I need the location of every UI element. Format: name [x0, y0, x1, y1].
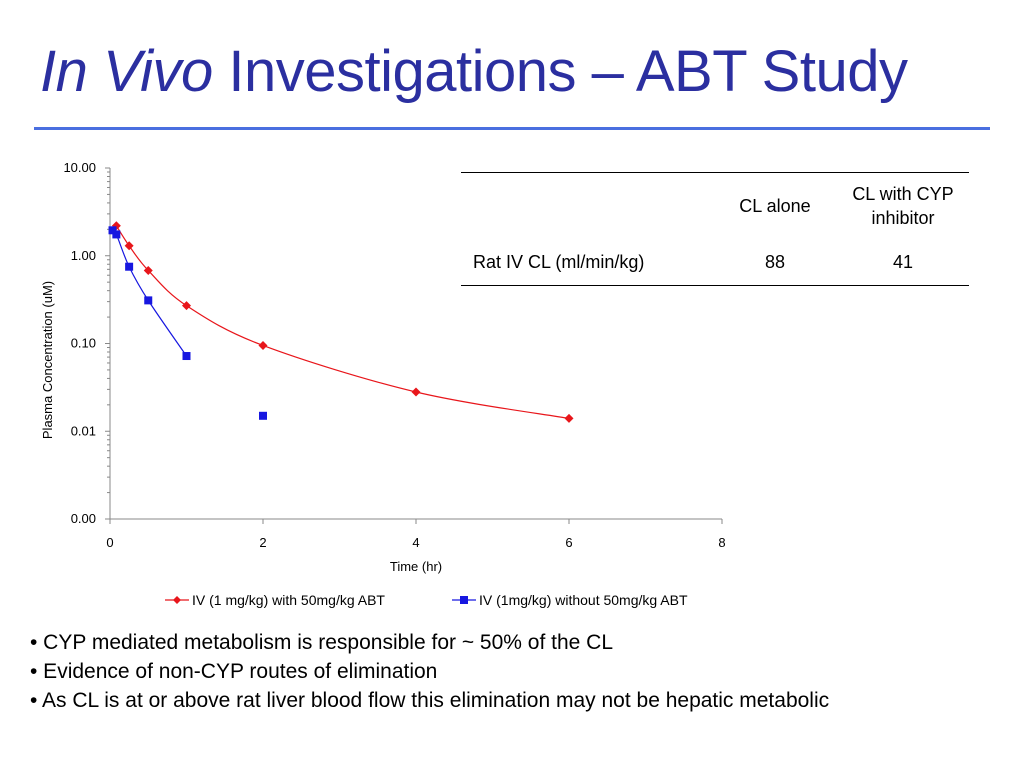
- slide-title-rest: Investigations – ABT Study: [212, 39, 908, 104]
- header-cl-alone: CL alone: [713, 172, 837, 239]
- data-point-square: [108, 226, 117, 235]
- concentration-time-chart: 0.00 0.01 0.10 1.00 10.00 0 2 4 6 8 Plasma Conce…: [40, 160, 726, 608]
- y-tick-labels: 0.00 0.01 0.10 1.00 10.00: [63, 160, 96, 526]
- data-point-diamond: [182, 301, 191, 311]
- x-tick-label: 8: [718, 535, 725, 550]
- x-tick-label: 4: [412, 535, 419, 550]
- y-axis-label: Plasma Concentration (uM): [40, 281, 55, 439]
- series-line: [112, 229, 187, 357]
- value-cl-with-cyp-inhibitor: 41: [837, 239, 969, 286]
- legend-marker-square: [460, 596, 468, 604]
- y-tick-label: 0.01: [71, 423, 96, 438]
- y-tick-label: 10.00: [63, 160, 96, 175]
- y-tick-label: 0.10: [71, 336, 96, 351]
- series-line: [115, 225, 570, 420]
- data-point-square: [144, 296, 153, 305]
- data-point-diamond: [564, 413, 574, 423]
- data-point-diamond: [124, 241, 134, 251]
- row-label-rat-iv-cl: Rat IV CL (ml/min/kg): [461, 239, 713, 286]
- bullet-list: • CYP mediated metabolism is responsible…: [30, 628, 830, 715]
- legend-label: IV (1mg/kg) without 50mg/kg ABT: [479, 592, 688, 608]
- slide-title: In Vivo Investigations – ABT Study: [40, 38, 908, 105]
- data-point-square: [112, 230, 121, 239]
- legend-marker-diamond: [173, 596, 181, 604]
- chart-legend: IV (1 mg/kg) with 50mg/kg ABT IV (1mg/kg)…: [165, 592, 688, 608]
- bullet-item: • As CL is at or above rat liver blood f…: [30, 689, 830, 712]
- data-points: [108, 221, 574, 423]
- bullet-item: • Evidence of non-CYP routes of eliminat…: [30, 660, 438, 683]
- legend-label: IV (1 mg/kg) with 50mg/kg ABT: [192, 592, 385, 608]
- title-underline: [34, 127, 990, 130]
- data-point-diamond: [411, 387, 421, 397]
- header-cl-with-cyp-inhibitor: CL with CYP inhibitor: [837, 172, 969, 239]
- x-tick-label: 2: [259, 535, 266, 550]
- data-point-diamond: [143, 265, 153, 275]
- y-tick-label: 0.00: [71, 511, 96, 526]
- data-point-square: [259, 411, 267, 420]
- slide-title-italic: In Vivo: [40, 39, 213, 104]
- x-axis-label: Time (hr): [390, 559, 442, 574]
- data-point-square: [125, 262, 134, 271]
- y-tick-label: 1.00: [71, 248, 96, 263]
- table-row: Rat IV CL (ml/min/kg) 88 41: [461, 239, 969, 286]
- clearance-table: CL alone CL with CYP inhibitor Rat IV CL…: [461, 172, 969, 286]
- x-tick-labels: 0 2 4 6 8: [106, 535, 725, 550]
- x-tick-label: 6: [565, 535, 572, 550]
- x-tick-label: 0: [106, 535, 113, 550]
- value-cl-alone: 88: [713, 239, 837, 286]
- data-point-diamond: [258, 340, 268, 350]
- data-point-square: [182, 352, 191, 361]
- bullet-item: • CYP mediated metabolism is responsible…: [30, 631, 614, 654]
- clearance-table-header: CL alone CL with CYP inhibitor: [461, 172, 969, 239]
